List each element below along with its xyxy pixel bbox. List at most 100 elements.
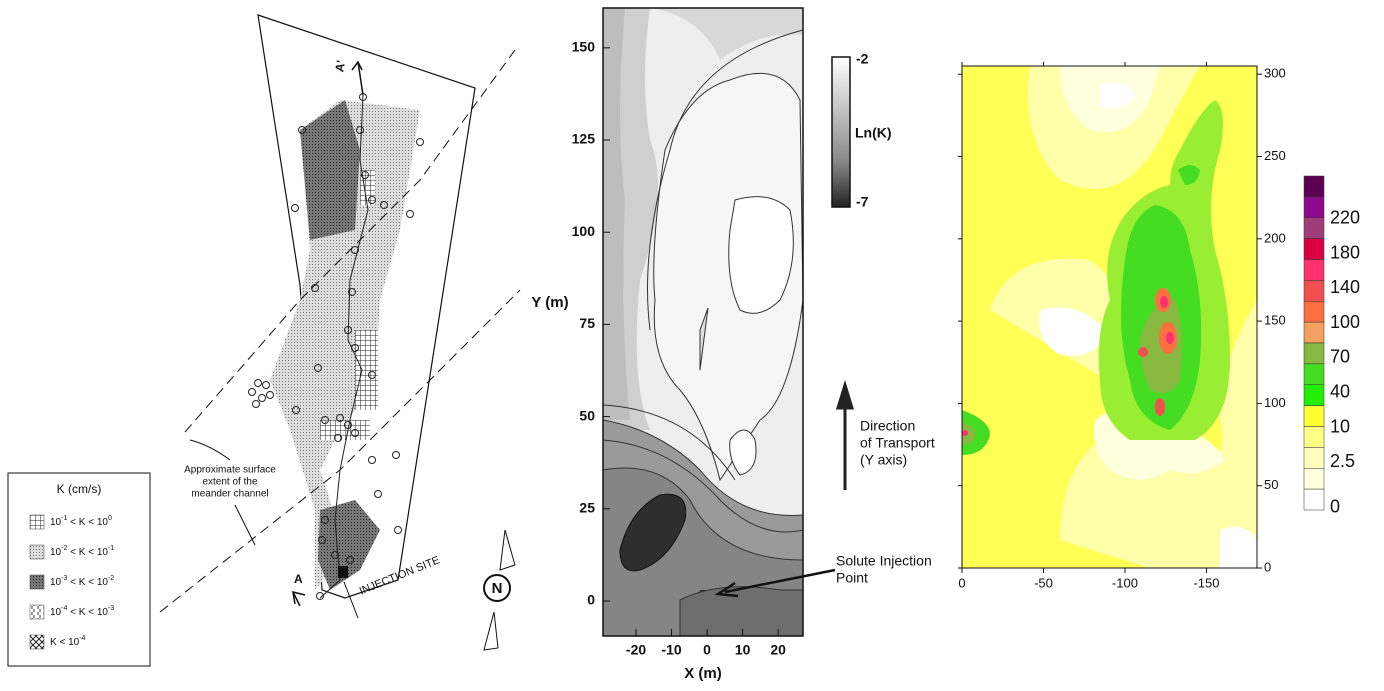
k-zone-dark [300, 100, 360, 240]
y-tick-label: 250 [1264, 148, 1286, 163]
label-part: 10 [50, 577, 62, 588]
colorbar-swatch [1303, 196, 1325, 218]
contour [679, 586, 804, 637]
axes: 0 25 50 75 100 125 150 -20 -10 0 10 20 [572, 39, 786, 658]
label-part: < K < 10 [67, 517, 108, 528]
superscript: 0 [108, 515, 112, 522]
superscript: -2 [61, 545, 67, 552]
injection-note: Solute Injection [836, 553, 932, 569]
label-part: < K < 10 [67, 577, 108, 588]
colorbar-label: 70 [1330, 347, 1350, 367]
colorbar-swatch [1303, 447, 1325, 469]
superscript: -4 [79, 635, 85, 642]
y-tick-label: 50 [1264, 477, 1278, 492]
x-tick-label: 20 [770, 642, 786, 658]
label-part: 10 [50, 517, 62, 528]
colorbar-swatch [1303, 321, 1325, 344]
x-axis-title: X (m) [684, 665, 722, 682]
contour [603, 8, 630, 420]
colorbar [831, 56, 851, 208]
colorbar-swatch [1303, 468, 1325, 490]
transport-note: of Transport [860, 435, 935, 451]
legend-swatch [29, 544, 45, 560]
contour [729, 429, 757, 476]
superscript: -3 [108, 605, 114, 612]
colorbar-swatch [1303, 426, 1325, 448]
superscript: -1 [61, 515, 67, 522]
colorbar-label: 0 [1330, 496, 1340, 516]
colorbar-swatch [1303, 488, 1325, 511]
contour [619, 493, 687, 572]
y-tick-label: 75 [579, 315, 595, 331]
y-axis-title: Y (m) [531, 294, 568, 311]
contour [1220, 526, 1257, 568]
section-arrow [292, 590, 306, 607]
axes: 0 50 100 150 200 250 300 0 -50 -100 -150 [958, 62, 1286, 590]
legend-swatch [29, 604, 45, 620]
contour [962, 410, 990, 455]
contour-line [602, 29, 804, 533]
y-tick-label: 150 [1264, 313, 1286, 328]
injection-arrow [714, 568, 836, 598]
legend-title: K (cm/s) [57, 482, 102, 496]
contour [1138, 347, 1148, 357]
north-label: N [492, 580, 503, 597]
k-zone-dark [318, 500, 380, 590]
well-points [248, 93, 424, 600]
contour [650, 8, 803, 60]
label-part: K < 10 [50, 637, 80, 648]
y-tick-label: 200 [1264, 230, 1286, 245]
transport-note: Direction [860, 418, 915, 434]
x-tick-label: -150 [1193, 575, 1219, 590]
y-tick-label: 100 [572, 223, 596, 239]
legend-box [7, 472, 151, 667]
contour [1160, 296, 1168, 308]
x-tick-label: 0 [703, 642, 711, 658]
transport-note: (Y axis) [860, 452, 907, 468]
colorbar-label: 220 [1330, 208, 1360, 228]
colorbar-swatch [1303, 238, 1325, 260]
section-arrow [351, 60, 364, 96]
superscript: -3 [61, 575, 67, 582]
colorbar-swatch [1303, 363, 1325, 385]
colorbar-swatch [1303, 301, 1325, 323]
label-part: < K < 10 [67, 607, 108, 618]
k-zone-high [355, 330, 378, 410]
k-zone [270, 100, 420, 590]
y-tick-label: 300 [1264, 66, 1286, 81]
channel-edge [159, 289, 521, 613]
legend-swatch [29, 574, 45, 590]
y-tick-label: 50 [579, 407, 595, 423]
colorbar-swatch [1303, 405, 1325, 427]
colorbar-title: Ln(K) [855, 125, 892, 141]
channel-note: extent of the [202, 477, 257, 488]
x-tick-label: -20 [626, 642, 646, 658]
contour [1155, 398, 1165, 416]
x-tick-label: 10 [735, 642, 751, 658]
contour [1039, 307, 1105, 356]
superscript: -1 [108, 545, 114, 552]
injection-marker [338, 566, 348, 578]
colorbar-label: 180 [1330, 242, 1360, 262]
x-tick-label: -50 [1034, 575, 1053, 590]
legend-label: 10-1 < K < 100 [50, 515, 112, 528]
legend-label: 10-2 < K < 10-1 [50, 545, 114, 558]
colorbar: 220 180 140 100 70 40 10 2.5 0 [1303, 175, 1360, 516]
x-tick-label: -100 [1112, 575, 1138, 590]
label-part: 10 [50, 607, 62, 618]
contour [962, 422, 976, 445]
superscript: -2 [108, 575, 114, 582]
colorbar-label: 40 [1330, 382, 1350, 402]
section-label: A' [332, 59, 348, 73]
legend-swatch [29, 634, 45, 650]
colorbar-label: 100 [1330, 312, 1360, 332]
y-tick-label: 125 [572, 131, 596, 147]
colorbar-swatch [1303, 217, 1325, 239]
section-line [319, 94, 369, 599]
colorbar-swatch [1303, 342, 1325, 365]
injection-label: INJECTION SITE [358, 554, 442, 597]
